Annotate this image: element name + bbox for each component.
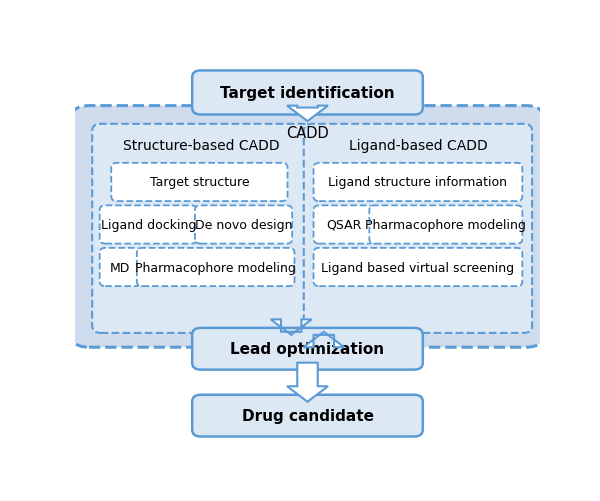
- FancyBboxPatch shape: [100, 206, 197, 244]
- FancyBboxPatch shape: [195, 206, 292, 244]
- Text: Target identification: Target identification: [220, 86, 395, 101]
- Text: Structure-based CADD: Structure-based CADD: [124, 138, 280, 152]
- Text: Ligand-based CADD: Ligand-based CADD: [349, 138, 487, 152]
- FancyBboxPatch shape: [304, 125, 532, 333]
- Text: Ligand structure information: Ligand structure information: [328, 176, 508, 189]
- FancyBboxPatch shape: [92, 125, 311, 333]
- Text: De novo design: De novo design: [195, 218, 292, 231]
- Text: Drug candidate: Drug candidate: [241, 408, 373, 423]
- FancyBboxPatch shape: [192, 395, 423, 437]
- Text: CADD: CADD: [286, 126, 329, 141]
- FancyBboxPatch shape: [100, 248, 141, 287]
- FancyBboxPatch shape: [192, 71, 423, 115]
- Polygon shape: [271, 320, 311, 335]
- Text: Lead optimization: Lead optimization: [230, 342, 385, 357]
- Text: Ligand based virtual screening: Ligand based virtual screening: [322, 261, 515, 274]
- Polygon shape: [287, 363, 328, 402]
- Text: Target structure: Target structure: [149, 176, 249, 189]
- Text: MD: MD: [110, 261, 131, 274]
- Polygon shape: [304, 332, 344, 348]
- FancyBboxPatch shape: [314, 206, 374, 244]
- FancyBboxPatch shape: [137, 248, 295, 287]
- FancyBboxPatch shape: [314, 163, 523, 202]
- Text: QSAR: QSAR: [326, 218, 361, 231]
- Text: Pharmacophore modeling: Pharmacophore modeling: [135, 261, 296, 274]
- FancyBboxPatch shape: [70, 106, 545, 348]
- Polygon shape: [287, 106, 328, 122]
- Text: Pharmacophore modeling: Pharmacophore modeling: [365, 218, 526, 231]
- Text: Ligand docking: Ligand docking: [101, 218, 196, 231]
- FancyBboxPatch shape: [192, 328, 423, 370]
- FancyBboxPatch shape: [314, 248, 523, 287]
- FancyBboxPatch shape: [370, 206, 523, 244]
- FancyBboxPatch shape: [111, 163, 287, 202]
